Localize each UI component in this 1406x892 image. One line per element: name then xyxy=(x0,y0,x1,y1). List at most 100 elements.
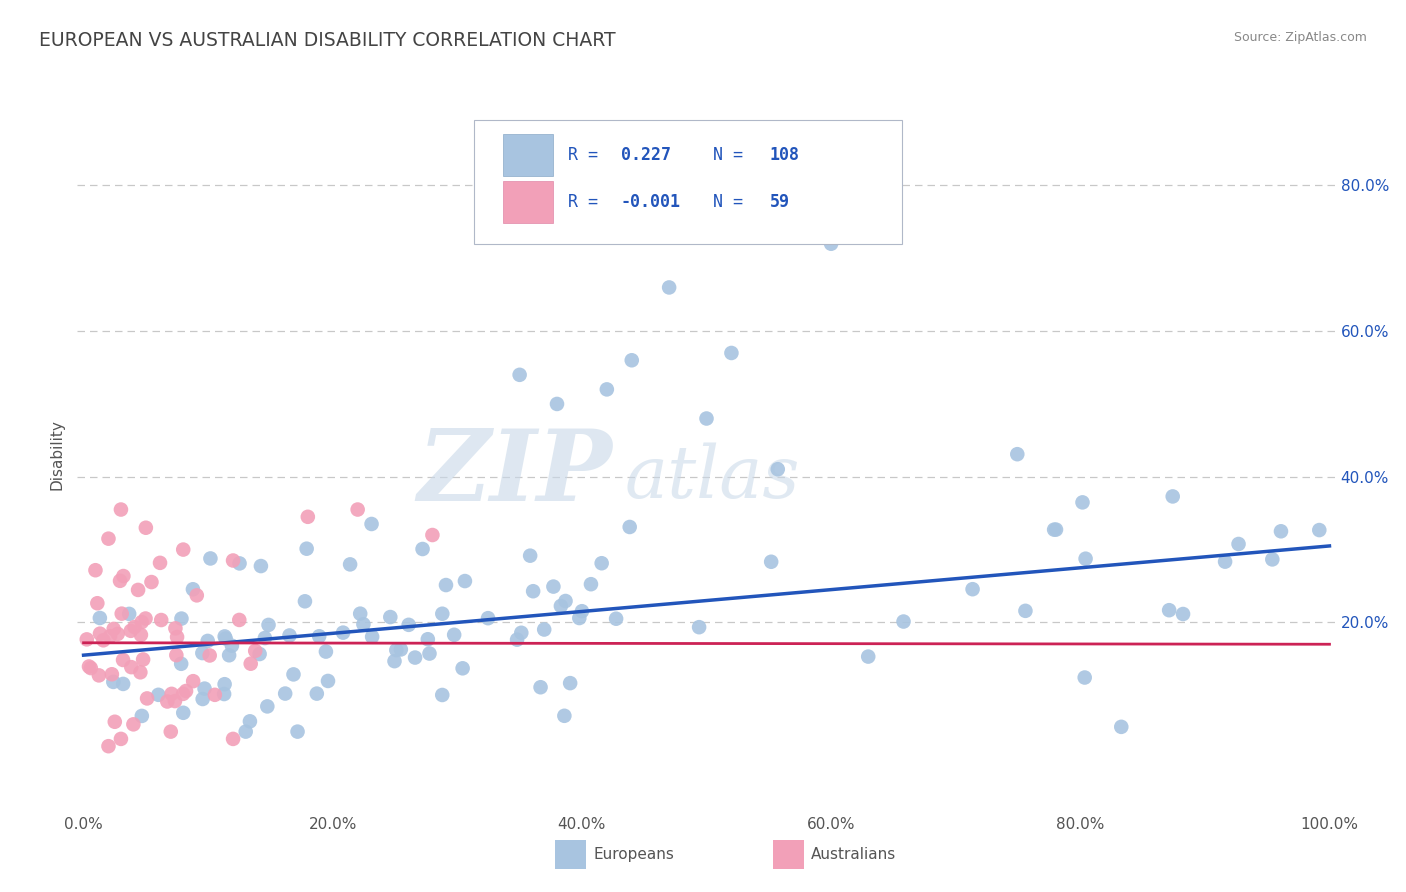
Point xyxy=(103,622,125,636)
Text: Australians: Australians xyxy=(811,847,897,862)
Point xyxy=(297,509,319,524)
Point xyxy=(212,687,235,701)
Point xyxy=(1171,607,1194,621)
Text: N =: N = xyxy=(713,146,752,164)
Point xyxy=(135,611,157,625)
Point xyxy=(120,624,142,638)
Point xyxy=(522,584,544,599)
Point xyxy=(820,236,842,251)
Point xyxy=(163,694,186,708)
Point xyxy=(101,667,124,681)
Point xyxy=(181,674,204,689)
Point xyxy=(150,613,173,627)
Point xyxy=(349,607,371,621)
Point xyxy=(214,677,236,691)
Text: ZIP: ZIP xyxy=(418,425,612,521)
Point xyxy=(149,556,172,570)
Point xyxy=(579,577,602,591)
Point xyxy=(759,555,782,569)
Point xyxy=(193,681,215,696)
Point xyxy=(98,629,121,643)
Point xyxy=(1213,555,1236,569)
Point xyxy=(560,676,582,690)
Point xyxy=(112,569,135,583)
Point xyxy=(510,625,533,640)
Point xyxy=(111,607,134,621)
Point xyxy=(110,502,132,516)
Point xyxy=(132,652,155,666)
Point xyxy=(131,709,153,723)
Point xyxy=(84,563,107,577)
Point xyxy=(87,668,110,682)
Point xyxy=(1227,537,1250,551)
Point xyxy=(1308,523,1330,537)
Point xyxy=(506,632,529,647)
Point xyxy=(352,617,374,632)
Text: R =: R = xyxy=(568,146,607,164)
Point xyxy=(249,647,271,661)
Point xyxy=(688,620,710,634)
Point xyxy=(156,694,179,708)
Point xyxy=(658,280,681,294)
Point xyxy=(1159,603,1181,617)
Point xyxy=(316,673,339,688)
Point xyxy=(766,462,789,476)
Point xyxy=(380,610,402,624)
Point xyxy=(596,383,619,397)
Point xyxy=(93,633,115,648)
Point xyxy=(200,551,222,566)
Point xyxy=(443,628,465,642)
Point xyxy=(148,688,170,702)
Point xyxy=(89,611,111,625)
Point xyxy=(283,667,305,681)
Point xyxy=(305,687,328,701)
Point xyxy=(80,661,103,675)
Point xyxy=(166,630,188,644)
Point xyxy=(228,613,250,627)
Point xyxy=(454,574,477,588)
Point xyxy=(250,559,273,574)
Point xyxy=(107,627,129,641)
Point xyxy=(294,594,316,608)
Point xyxy=(120,660,142,674)
Point xyxy=(103,674,125,689)
Point xyxy=(1014,604,1036,618)
Point xyxy=(170,611,193,625)
Point xyxy=(127,582,149,597)
Point xyxy=(135,521,157,535)
Point xyxy=(112,653,135,667)
Point xyxy=(1073,671,1095,685)
Point xyxy=(432,607,454,621)
Point xyxy=(571,604,593,618)
Point xyxy=(174,684,197,698)
Point xyxy=(141,575,163,590)
Point xyxy=(451,661,474,675)
Point xyxy=(257,618,280,632)
Point xyxy=(77,659,100,673)
Point xyxy=(620,353,643,368)
Point xyxy=(172,542,194,557)
Text: Source: ZipAtlas.com: Source: ZipAtlas.com xyxy=(1233,31,1367,45)
Point xyxy=(214,629,236,643)
Point xyxy=(509,368,531,382)
Point xyxy=(197,634,219,648)
Text: EUROPEAN VS AUSTRALIAN DISABILITY CORRELATION CHART: EUROPEAN VS AUSTRALIAN DISABILITY CORREL… xyxy=(39,31,616,50)
Point xyxy=(131,615,153,629)
Point xyxy=(110,731,132,746)
FancyBboxPatch shape xyxy=(503,180,553,223)
Point xyxy=(412,541,434,556)
Text: N =: N = xyxy=(713,193,752,211)
Point xyxy=(1161,490,1184,504)
Point xyxy=(477,611,499,625)
Point xyxy=(295,541,318,556)
Point xyxy=(720,346,742,360)
Point xyxy=(434,578,457,592)
Point xyxy=(86,596,108,610)
Point xyxy=(398,617,420,632)
Point xyxy=(1270,524,1292,539)
Point xyxy=(1074,551,1097,566)
Text: 108: 108 xyxy=(769,146,800,164)
Text: -0.001: -0.001 xyxy=(621,193,681,211)
Point xyxy=(129,628,152,642)
Point xyxy=(1109,720,1132,734)
